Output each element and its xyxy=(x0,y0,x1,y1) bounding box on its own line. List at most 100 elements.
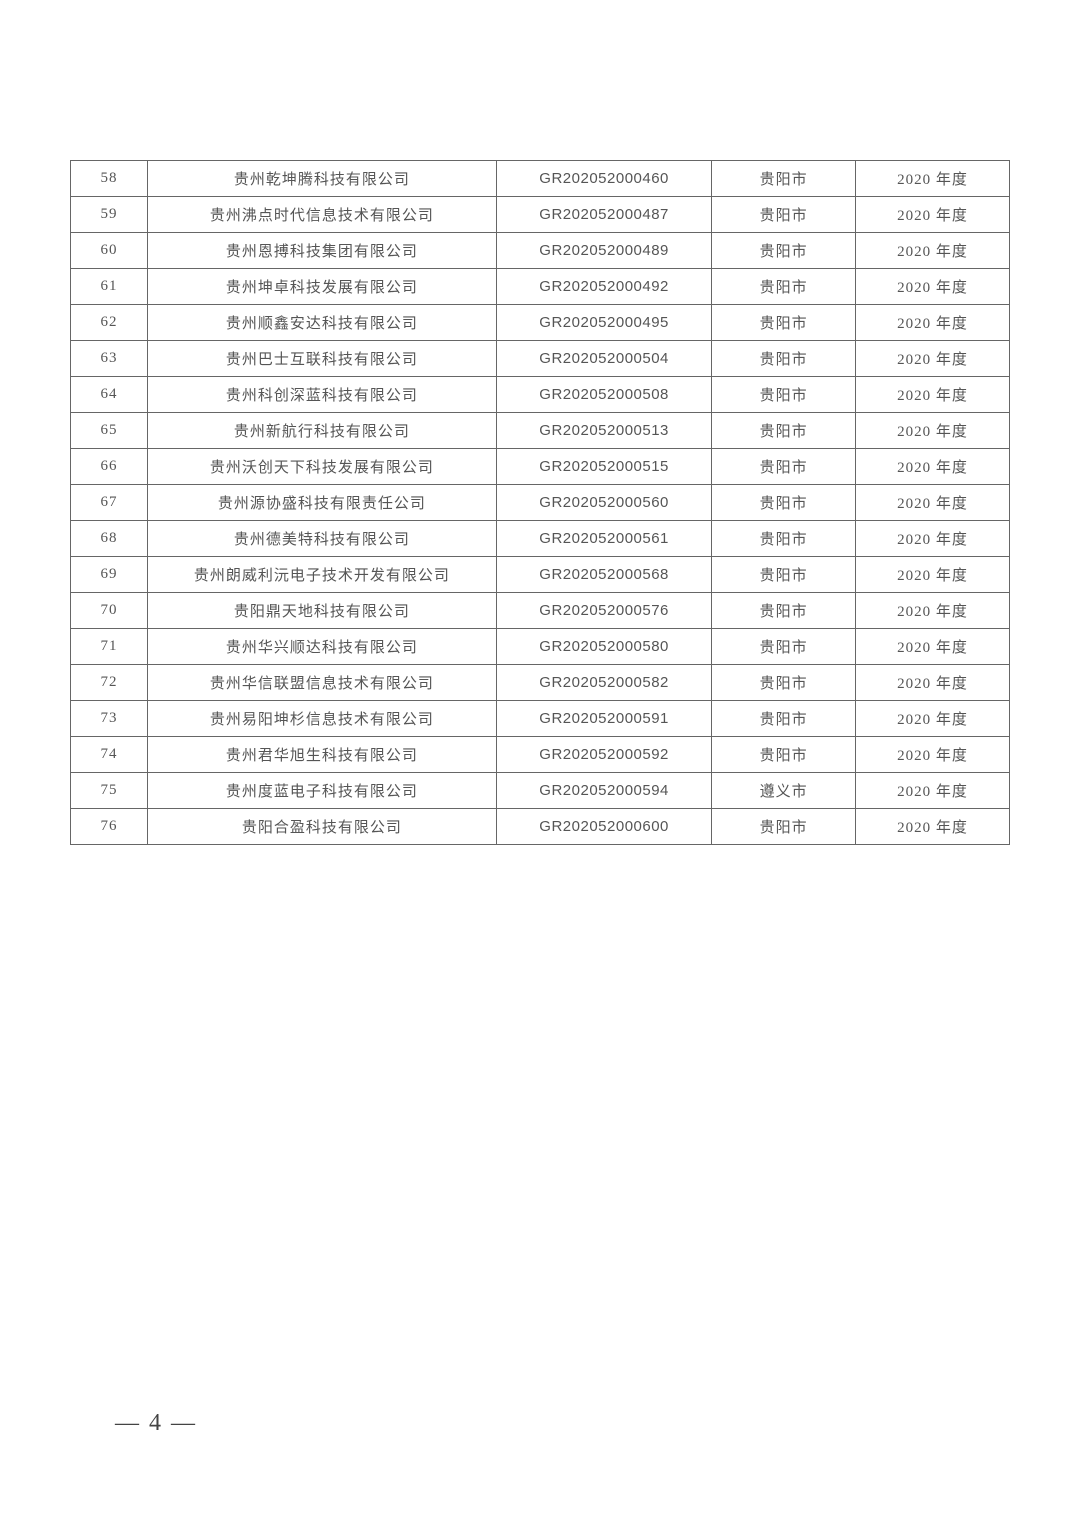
table-row: 75贵州度蓝电子科技有限公司GR202052000594遵义市2020 年度 xyxy=(71,773,1010,809)
cell-code: GR202052000492 xyxy=(496,269,712,305)
cell-num: 70 xyxy=(71,593,148,629)
cell-name: 贵州乾坤腾科技有限公司 xyxy=(147,161,496,197)
table-row: 64贵州科创深蓝科技有限公司GR202052000508贵阳市2020 年度 xyxy=(71,377,1010,413)
table-row: 73贵州易阳坤杉信息技术有限公司GR202052000591贵阳市2020 年度 xyxy=(71,701,1010,737)
cell-city: 贵阳市 xyxy=(712,269,856,305)
cell-year: 2020 年度 xyxy=(856,593,1010,629)
table-row: 74贵州君华旭生科技有限公司GR202052000592贵阳市2020 年度 xyxy=(71,737,1010,773)
cell-num: 76 xyxy=(71,809,148,845)
table-body: 58贵州乾坤腾科技有限公司GR202052000460贵阳市2020 年度59贵… xyxy=(71,161,1010,845)
cell-num: 64 xyxy=(71,377,148,413)
cell-code: GR202052000460 xyxy=(496,161,712,197)
cell-code: GR202052000592 xyxy=(496,737,712,773)
cell-num: 75 xyxy=(71,773,148,809)
cell-city: 贵阳市 xyxy=(712,305,856,341)
table-row: 72贵州华信联盟信息技术有限公司GR202052000582贵阳市2020 年度 xyxy=(71,665,1010,701)
cell-num: 66 xyxy=(71,449,148,485)
cell-num: 74 xyxy=(71,737,148,773)
cell-code: GR202052000576 xyxy=(496,593,712,629)
cell-name: 贵州新航行科技有限公司 xyxy=(147,413,496,449)
cell-name: 贵阳合盈科技有限公司 xyxy=(147,809,496,845)
cell-code: GR202052000515 xyxy=(496,449,712,485)
cell-code: GR202052000487 xyxy=(496,197,712,233)
cell-year: 2020 年度 xyxy=(856,233,1010,269)
cell-code: GR202052000508 xyxy=(496,377,712,413)
cell-num: 65 xyxy=(71,413,148,449)
cell-year: 2020 年度 xyxy=(856,485,1010,521)
table-row: 68贵州德美特科技有限公司GR202052000561贵阳市2020 年度 xyxy=(71,521,1010,557)
cell-name: 贵州德美特科技有限公司 xyxy=(147,521,496,557)
table-row: 69贵州朗威利沅电子技术开发有限公司GR202052000568贵阳市2020 … xyxy=(71,557,1010,593)
cell-code: GR202052000591 xyxy=(496,701,712,737)
cell-year: 2020 年度 xyxy=(856,197,1010,233)
table-row: 59贵州沸点时代信息技术有限公司GR202052000487贵阳市2020 年度 xyxy=(71,197,1010,233)
cell-name: 贵州巴士互联科技有限公司 xyxy=(147,341,496,377)
cell-num: 73 xyxy=(71,701,148,737)
cell-code: GR202052000513 xyxy=(496,413,712,449)
cell-city: 贵阳市 xyxy=(712,377,856,413)
cell-code: GR202052000504 xyxy=(496,341,712,377)
cell-year: 2020 年度 xyxy=(856,449,1010,485)
table-row: 70贵阳鼎天地科技有限公司GR202052000576贵阳市2020 年度 xyxy=(71,593,1010,629)
cell-code: GR202052000600 xyxy=(496,809,712,845)
table-row: 61贵州坤卓科技发展有限公司GR202052000492贵阳市2020 年度 xyxy=(71,269,1010,305)
cell-num: 68 xyxy=(71,521,148,557)
cell-num: 58 xyxy=(71,161,148,197)
table-row: 66贵州沃创天下科技发展有限公司GR202052000515贵阳市2020 年度 xyxy=(71,449,1010,485)
cell-city: 贵阳市 xyxy=(712,701,856,737)
cell-year: 2020 年度 xyxy=(856,701,1010,737)
cell-city: 贵阳市 xyxy=(712,233,856,269)
cell-city: 贵阳市 xyxy=(712,161,856,197)
cell-city: 贵阳市 xyxy=(712,485,856,521)
table-row: 71贵州华兴顺达科技有限公司GR202052000580贵阳市2020 年度 xyxy=(71,629,1010,665)
cell-num: 69 xyxy=(71,557,148,593)
cell-year: 2020 年度 xyxy=(856,557,1010,593)
cell-num: 62 xyxy=(71,305,148,341)
cell-year: 2020 年度 xyxy=(856,737,1010,773)
cell-num: 63 xyxy=(71,341,148,377)
cell-name: 贵州沸点时代信息技术有限公司 xyxy=(147,197,496,233)
table-row: 62贵州顺鑫安达科技有限公司GR202052000495贵阳市2020 年度 xyxy=(71,305,1010,341)
cell-year: 2020 年度 xyxy=(856,809,1010,845)
cell-city: 贵阳市 xyxy=(712,629,856,665)
cell-name: 贵州恩搏科技集团有限公司 xyxy=(147,233,496,269)
cell-year: 2020 年度 xyxy=(856,305,1010,341)
cell-num: 67 xyxy=(71,485,148,521)
cell-num: 72 xyxy=(71,665,148,701)
cell-name: 贵州坤卓科技发展有限公司 xyxy=(147,269,496,305)
cell-city: 贵阳市 xyxy=(712,557,856,593)
table-row: 67贵州源协盛科技有限责任公司GR202052000560贵阳市2020 年度 xyxy=(71,485,1010,521)
cell-city: 贵阳市 xyxy=(712,197,856,233)
table-row: 65贵州新航行科技有限公司GR202052000513贵阳市2020 年度 xyxy=(71,413,1010,449)
cell-city: 贵阳市 xyxy=(712,665,856,701)
cell-city: 贵阳市 xyxy=(712,413,856,449)
data-table: 58贵州乾坤腾科技有限公司GR202052000460贵阳市2020 年度59贵… xyxy=(70,160,1010,845)
cell-year: 2020 年度 xyxy=(856,521,1010,557)
cell-num: 59 xyxy=(71,197,148,233)
cell-name: 贵州科创深蓝科技有限公司 xyxy=(147,377,496,413)
cell-name: 贵州君华旭生科技有限公司 xyxy=(147,737,496,773)
cell-name: 贵州沃创天下科技发展有限公司 xyxy=(147,449,496,485)
cell-code: GR202052000561 xyxy=(496,521,712,557)
cell-name: 贵州顺鑫安达科技有限公司 xyxy=(147,305,496,341)
cell-year: 2020 年度 xyxy=(856,377,1010,413)
cell-city: 贵阳市 xyxy=(712,737,856,773)
cell-city: 贵阳市 xyxy=(712,449,856,485)
cell-code: GR202052000568 xyxy=(496,557,712,593)
page-container: 58贵州乾坤腾科技有限公司GR202052000460贵阳市2020 年度59贵… xyxy=(0,0,1080,1527)
cell-year: 2020 年度 xyxy=(856,413,1010,449)
cell-name: 贵州朗威利沅电子技术开发有限公司 xyxy=(147,557,496,593)
cell-name: 贵州华兴顺达科技有限公司 xyxy=(147,629,496,665)
cell-num: 60 xyxy=(71,233,148,269)
cell-city: 贵阳市 xyxy=(712,593,856,629)
cell-code: GR202052000495 xyxy=(496,305,712,341)
cell-city: 遵义市 xyxy=(712,773,856,809)
cell-num: 61 xyxy=(71,269,148,305)
table-row: 60贵州恩搏科技集团有限公司GR202052000489贵阳市2020 年度 xyxy=(71,233,1010,269)
table-row: 76贵阳合盈科技有限公司GR202052000600贵阳市2020 年度 xyxy=(71,809,1010,845)
cell-city: 贵阳市 xyxy=(712,809,856,845)
cell-year: 2020 年度 xyxy=(856,665,1010,701)
cell-year: 2020 年度 xyxy=(856,773,1010,809)
cell-city: 贵阳市 xyxy=(712,521,856,557)
cell-name: 贵州度蓝电子科技有限公司 xyxy=(147,773,496,809)
